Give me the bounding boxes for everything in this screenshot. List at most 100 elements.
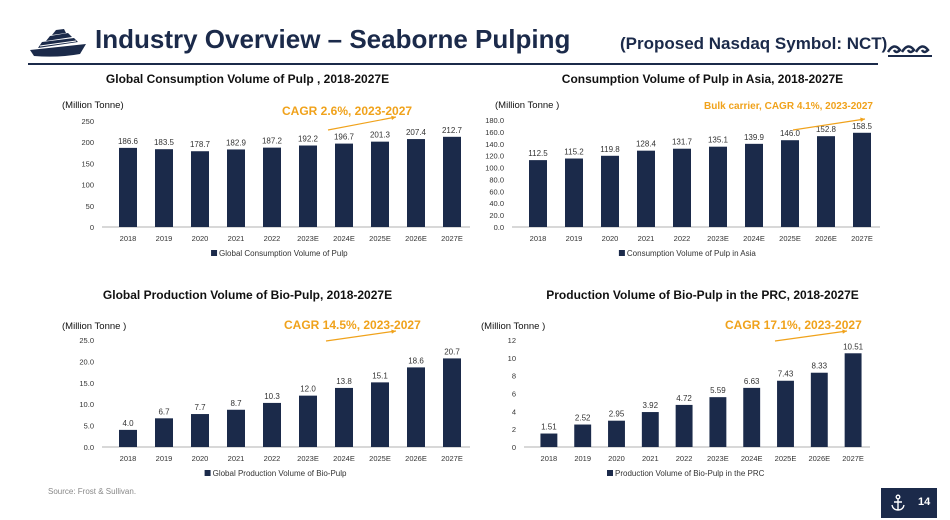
bar (601, 155, 619, 227)
data-label: 4.72 (676, 394, 692, 403)
x-tick-label: 2026E (405, 234, 427, 243)
y-tick-label: 2 (512, 425, 516, 434)
bar (817, 136, 835, 227)
chart-unit: (Million Tonne) (62, 100, 124, 111)
legend-swatch (607, 470, 613, 476)
data-label: 10.51 (843, 342, 864, 351)
chart-prc-bio-pulp: Production Volume of Bio-Pulp in the PRC… (475, 288, 930, 488)
cagr-arrow (792, 118, 866, 131)
page-title: Industry Overview – Seaborne Pulping (95, 24, 571, 54)
bar (191, 414, 209, 447)
y-tick-label: 0 (90, 223, 94, 232)
bar (155, 149, 173, 227)
cagr-label: CAGR 14.5%, 2023-2027 (284, 318, 421, 332)
chart-asia-consumption: Consumption Volume of Pulp in Asia, 2018… (475, 72, 930, 272)
chart-title: Global Consumption Volume of Pulp , 2018… (105, 72, 390, 86)
chart-title: Production Volume of Bio-Pulp in the PRC… (546, 288, 859, 302)
bar (407, 367, 425, 447)
x-tick-label: 2019 (156, 234, 173, 243)
y-tick-label: 180.0 (485, 116, 504, 125)
y-tick-label: 6 (512, 390, 516, 399)
chart-unit: (Million Tonne ) (481, 321, 546, 332)
bar (540, 433, 558, 447)
page-subtitle: (Proposed Nasdaq Symbol: NCT) (620, 34, 888, 53)
x-tick-label: 2027E (441, 454, 463, 463)
data-label: 20.7 (444, 347, 460, 356)
header: Industry Overview – Seaborne Pulping (Pr… (0, 0, 950, 70)
legend-label: Global Consumption Volume of Pulp (219, 249, 348, 258)
cagr-arrowhead (860, 117, 865, 122)
bar (675, 404, 693, 447)
y-tick-label: 4 (512, 407, 516, 416)
data-label: 196.7 (334, 133, 355, 142)
x-tick-label: 2025E (369, 234, 391, 243)
data-label: 182.9 (226, 138, 247, 147)
data-label: 152.8 (816, 125, 837, 134)
y-tick-label: 20.0 (489, 211, 504, 220)
legend-swatch (211, 250, 218, 256)
data-label: 146.0 (780, 129, 801, 138)
data-label: 12.0 (300, 385, 316, 394)
data-label: 2.95 (609, 410, 625, 419)
data-label: 115.2 (564, 148, 584, 157)
y-tick-label: 10 (508, 354, 516, 363)
x-tick-label: 2024E (333, 454, 355, 463)
y-tick-label: 250 (81, 117, 94, 126)
x-tick-label: 2021 (642, 454, 659, 463)
data-label: 10.3 (264, 392, 280, 401)
y-tick-label: 140.0 (485, 140, 504, 149)
y-tick-label: 100 (81, 181, 94, 190)
data-label: 3.92 (643, 401, 659, 410)
x-tick-label: 2018 (530, 234, 547, 243)
data-label: 2.52 (575, 414, 591, 423)
x-tick-label: 2018 (541, 454, 558, 463)
y-tick-label: 10.0 (79, 400, 94, 409)
legend-label: Consumption Volume of Pulp in Asia (627, 249, 757, 258)
x-tick-label: 2022 (264, 454, 281, 463)
data-label: 4.0 (122, 419, 134, 428)
x-tick-label: 2018 (120, 454, 137, 463)
chart-unit: (Million Tonne ) (62, 321, 127, 332)
data-label: 192.2 (298, 135, 319, 144)
bar (227, 409, 245, 447)
x-tick-label: 2025E (779, 234, 801, 243)
x-tick-label: 2020 (192, 234, 209, 243)
bar (608, 420, 625, 447)
bar (709, 397, 727, 447)
y-tick-label: 60.0 (489, 187, 504, 196)
x-tick-label: 2027E (851, 234, 873, 243)
x-tick-label: 2018 (120, 234, 137, 243)
data-label: 183.5 (154, 138, 175, 147)
legend-label: Production Volume of Bio-Pulp in the PRC (615, 469, 765, 478)
x-tick-label: 2020 (608, 454, 625, 463)
bar (641, 412, 659, 447)
bar (371, 382, 389, 447)
x-tick-label: 2025E (369, 454, 391, 463)
data-label: 139.9 (744, 133, 765, 142)
x-tick-label: 2022 (264, 234, 281, 243)
bar (335, 143, 353, 227)
y-tick-label: 8 (512, 372, 516, 381)
cagr-label: CAGR 17.1%, 2023-2027 (725, 318, 862, 332)
chart-unit: (Million Tonne ) (495, 100, 560, 111)
bar (155, 418, 173, 447)
y-tick-label: 0.0 (494, 223, 504, 232)
anchor-icon (891, 494, 905, 511)
y-tick-label: 160.0 (485, 128, 504, 137)
data-label: 212.7 (442, 126, 463, 135)
header-rule (28, 63, 878, 65)
data-label: 158.5 (852, 122, 873, 131)
data-label: 5.59 (710, 386, 726, 395)
bar-chart-svg: 0.0 5.0 10.0 15.0 20.0 25.0 4.0 2018 6.7 2019 7.7 2… (79, 329, 470, 478)
page-number: 14 (918, 496, 931, 508)
data-label: 131.7 (672, 138, 693, 147)
bar (743, 387, 761, 447)
y-tick-label: 200 (81, 138, 94, 147)
bar (565, 158, 583, 227)
bar (299, 145, 317, 227)
cagr-arrow (325, 330, 397, 342)
data-label: 8.7 (230, 399, 242, 408)
bar (709, 146, 727, 227)
bar (371, 141, 389, 227)
x-tick-label: 2026E (808, 454, 830, 463)
